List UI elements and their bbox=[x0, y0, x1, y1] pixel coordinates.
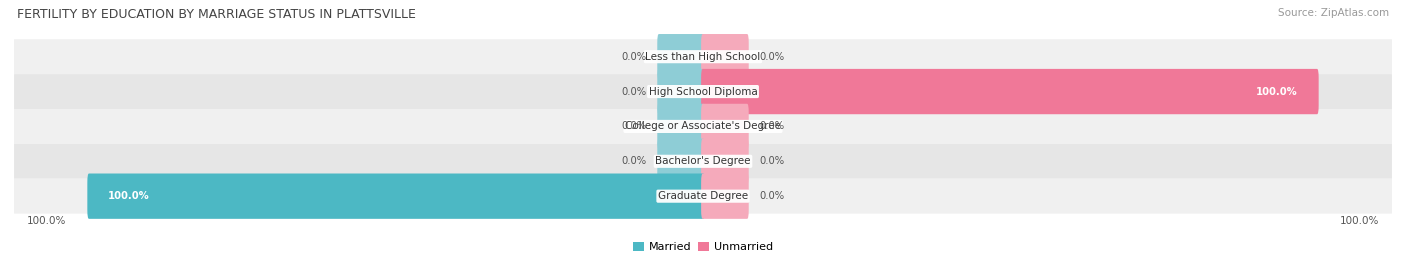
FancyBboxPatch shape bbox=[14, 179, 1392, 214]
Text: 0.0%: 0.0% bbox=[759, 191, 785, 201]
FancyBboxPatch shape bbox=[657, 104, 704, 149]
Legend: Married, Unmarried: Married, Unmarried bbox=[628, 237, 778, 256]
FancyBboxPatch shape bbox=[702, 174, 749, 219]
Text: Source: ZipAtlas.com: Source: ZipAtlas.com bbox=[1278, 8, 1389, 18]
Text: 100.0%: 100.0% bbox=[1340, 215, 1379, 226]
FancyBboxPatch shape bbox=[87, 174, 704, 219]
FancyBboxPatch shape bbox=[14, 109, 1392, 144]
FancyBboxPatch shape bbox=[14, 39, 1392, 74]
FancyBboxPatch shape bbox=[14, 74, 1392, 109]
FancyBboxPatch shape bbox=[702, 139, 749, 184]
FancyBboxPatch shape bbox=[14, 144, 1392, 179]
Text: FERTILITY BY EDUCATION BY MARRIAGE STATUS IN PLATTSVILLE: FERTILITY BY EDUCATION BY MARRIAGE STATU… bbox=[17, 8, 416, 21]
FancyBboxPatch shape bbox=[657, 34, 704, 79]
Text: Bachelor's Degree: Bachelor's Degree bbox=[655, 156, 751, 166]
FancyBboxPatch shape bbox=[702, 69, 1319, 114]
Text: Less than High School: Less than High School bbox=[645, 52, 761, 62]
Text: 0.0%: 0.0% bbox=[621, 156, 647, 166]
Text: 0.0%: 0.0% bbox=[759, 156, 785, 166]
FancyBboxPatch shape bbox=[657, 139, 704, 184]
Text: Graduate Degree: Graduate Degree bbox=[658, 191, 748, 201]
FancyBboxPatch shape bbox=[702, 34, 749, 79]
Text: 0.0%: 0.0% bbox=[621, 52, 647, 62]
Text: 100.0%: 100.0% bbox=[1256, 87, 1298, 97]
Text: High School Diploma: High School Diploma bbox=[648, 87, 758, 97]
Text: 0.0%: 0.0% bbox=[759, 52, 785, 62]
Text: 100.0%: 100.0% bbox=[27, 215, 66, 226]
FancyBboxPatch shape bbox=[702, 104, 749, 149]
Text: 100.0%: 100.0% bbox=[108, 191, 150, 201]
Text: 0.0%: 0.0% bbox=[759, 121, 785, 132]
Text: College or Associate's Degree: College or Associate's Degree bbox=[626, 121, 780, 132]
Text: 0.0%: 0.0% bbox=[621, 87, 647, 97]
FancyBboxPatch shape bbox=[657, 69, 704, 114]
Text: 0.0%: 0.0% bbox=[621, 121, 647, 132]
